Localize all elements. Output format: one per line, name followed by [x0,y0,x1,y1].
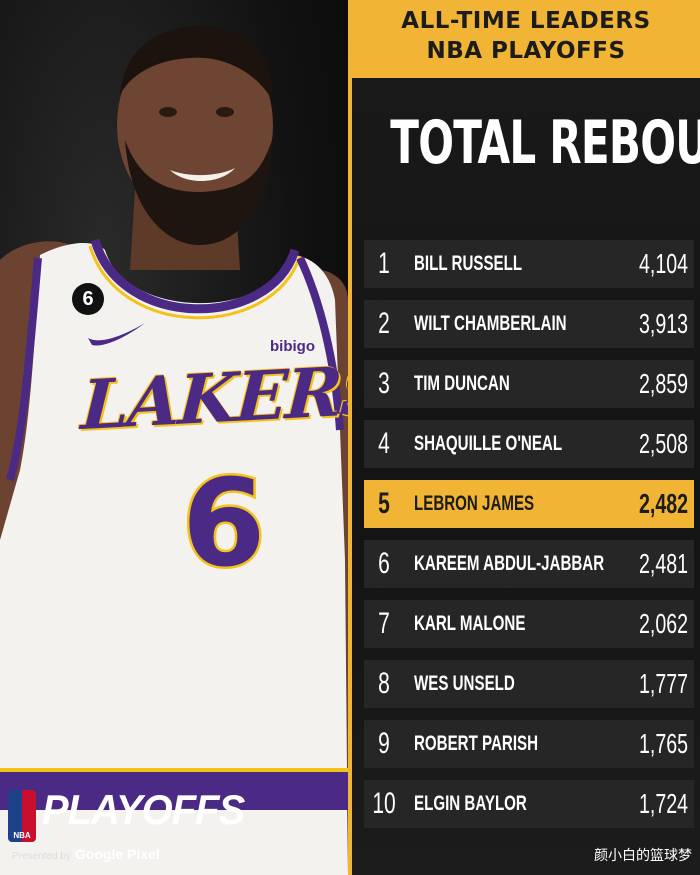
leader-value: 2,508 [638,428,688,459]
leader-rank: 10 [372,787,396,820]
leader-rank: 5 [378,487,390,520]
leader-row: 7 KARL MALONE 2,062 [364,600,694,648]
leader-value: 3,913 [638,308,688,339]
leader-rank: 8 [378,667,390,700]
leader-row: 4 SHAQUILLE O'NEAL 2,508 [364,420,694,468]
jersey-team-name: LAKERS [79,350,348,446]
nba-logo-icon: NBA [8,790,36,842]
player-photo: LAKERS 6 6 bibigo [0,0,348,875]
leader-value: 1,724 [638,788,688,819]
leader-value: 2,859 [638,368,688,399]
leader-name: LEBRON JAMES [414,492,535,515]
leader-row: 10 ELGIN BAYLOR 1,724 [364,780,694,828]
presenting-sponsor: Google Pixel [74,846,160,862]
leader-rank: 4 [378,427,390,460]
leader-rank: 6 [378,547,390,580]
leader-value: 1,765 [638,728,688,759]
leader-row: 1 BILL RUSSELL 4,104 [364,240,694,288]
leader-rank: 2 [378,307,390,340]
leader-value: 4,104 [638,248,688,279]
leader-rank: 1 [378,247,390,280]
watermark-text: 颜小白的篮球梦 [594,848,692,864]
leader-name: ROBERT PARISH [414,732,539,755]
leader-name: BILL RUSSELL [414,252,523,275]
leader-name: KARL MALONE [414,612,526,635]
leader-row: 3 TIM DUNCAN 2,859 [364,360,694,408]
header-line-1: ALL-TIME LEADERS [401,8,651,34]
leader-rank: 3 [378,367,390,400]
leader-row: 9 ROBERT PARISH 1,765 [364,720,694,768]
stat-title: TOTAL REBOUNDS [390,108,700,178]
nba-logo-text: NBA [13,831,31,840]
leader-name: TIM DUNCAN [414,372,510,395]
leader-row: 6 KAREEM ABDUL-JABBAR 2,481 [364,540,694,588]
presented-by: Presented by Google Pixel [12,846,160,862]
jersey-sponsor: bibigo [270,338,315,355]
header-line-2: NBA PLAYOFFS [426,38,626,64]
panel-header: ALL-TIME LEADERS NBA PLAYOFFS [352,0,700,78]
leader-name: SHAQUILLE O'NEAL [414,432,563,455]
leader-row: 2 WILT CHAMBERLAIN 3,913 [364,300,694,348]
jersey-patch: 6 [72,283,104,315]
leader-value: 2,062 [638,608,688,639]
leaders-panel: ALL-TIME LEADERS NBA PLAYOFFS TOTAL REBO… [348,0,700,875]
jersey-number: 6 [180,453,268,597]
playoffs-wordmark: PLAYOFFS [42,786,245,833]
player-illustration [0,26,348,875]
leader-value: 2,482 [638,488,688,519]
leaders-list: 1 BILL RUSSELL 4,104 2 WILT CHAMBERLAIN … [364,240,694,840]
leader-rank: 7 [378,607,390,640]
leader-name: WILT CHAMBERLAIN [414,312,567,335]
leader-row: 8 WES UNSELD 1,777 [364,660,694,708]
leader-value: 1,777 [638,668,688,699]
leader-rank: 9 [378,727,390,760]
leader-value: 2,481 [638,548,688,579]
leader-row: 5 LEBRON JAMES 2,482 [364,480,694,528]
leader-name: KAREEM ABDUL-JABBAR [414,552,605,575]
leader-name: WES UNSELD [414,672,515,695]
presented-by-label: Presented by [12,851,71,862]
leader-name: ELGIN BAYLOR [414,792,527,815]
